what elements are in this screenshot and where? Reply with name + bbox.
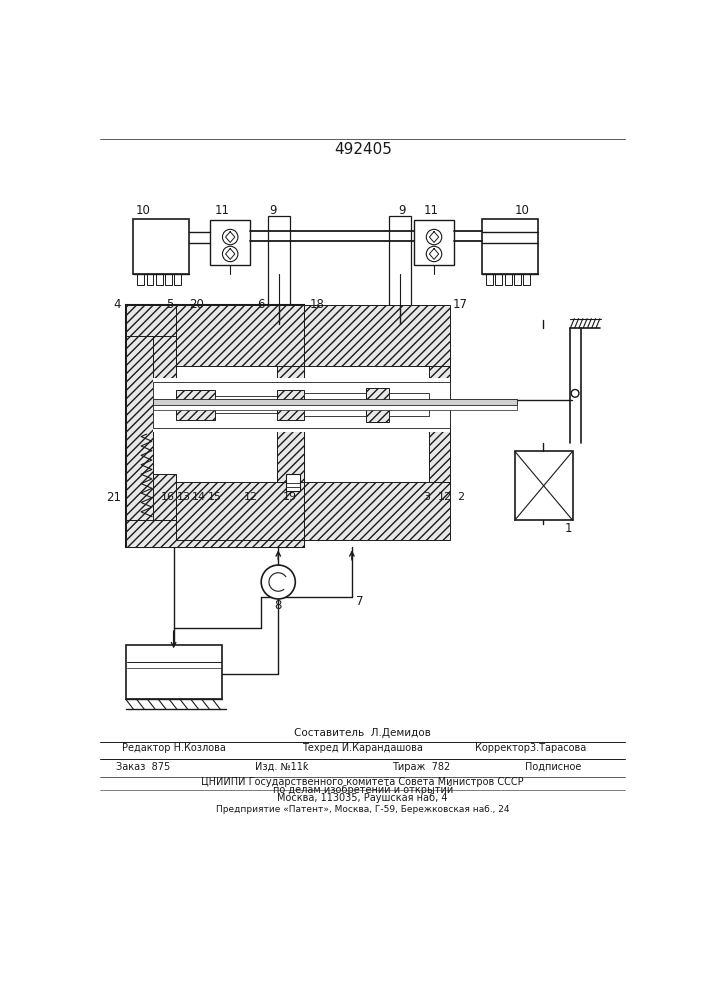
Text: 13: 13 [177, 492, 191, 502]
Text: 7: 7 [356, 595, 363, 608]
Bar [389, 216, 411, 324]
Text: 15: 15 [208, 492, 222, 502]
Bar [153, 399, 517, 405]
Text: 20: 20 [189, 298, 204, 311]
Bar [366, 388, 389, 422]
Bar [304, 393, 366, 416]
Text: Подписное: Подписное [525, 762, 582, 772]
Bar [126, 305, 304, 336]
Bar [268, 216, 290, 324]
Bar [176, 390, 215, 420]
Bar [134, 219, 189, 274]
Text: 9: 9 [399, 204, 406, 217]
Circle shape [571, 389, 579, 397]
Bar [153, 336, 176, 389]
Text: Изд. №11ƙ: Изд. №11ƙ [255, 762, 309, 772]
Bar [429, 366, 450, 482]
Text: Заказ  875: Заказ 875 [115, 762, 170, 772]
Bar [482, 219, 538, 274]
Text: 6: 6 [257, 298, 264, 311]
Bar [153, 382, 450, 428]
Text: 3: 3 [423, 492, 431, 502]
Bar [304, 305, 450, 366]
Text: Техред И.Карандашова: Техред И.Карандашова [303, 743, 423, 753]
Text: 10: 10 [515, 204, 530, 217]
Bar [153, 405, 517, 410]
Bar [215, 396, 276, 413]
Text: 2: 2 [457, 492, 464, 502]
Bar [175, 274, 182, 285]
Bar [126, 520, 304, 547]
Text: Москва, 113035, Раушская наб, 4: Москва, 113035, Раушская наб, 4 [277, 793, 448, 803]
Bar [515, 451, 573, 520]
Text: по делам изобретений и открытий: по делам изобретений и открытий [273, 785, 453, 795]
Bar [286, 474, 300, 491]
Text: 5: 5 [166, 298, 173, 311]
Bar [276, 336, 304, 520]
Bar [486, 274, 493, 285]
Text: 9: 9 [269, 204, 276, 217]
Text: Корректор3.Тарасова: Корректор3.Тарасова [474, 743, 586, 753]
Bar [153, 378, 450, 432]
Text: Тираж  782: Тираж 782 [392, 762, 451, 772]
Bar [126, 336, 153, 520]
Text: 4: 4 [113, 298, 121, 311]
Bar [514, 274, 521, 285]
Text: Редактор Н.Козлова: Редактор Н.Козлова [122, 743, 226, 753]
Circle shape [261, 565, 296, 599]
Bar [126, 305, 304, 547]
Bar [165, 274, 172, 285]
Text: 11: 11 [423, 204, 438, 217]
Bar [304, 482, 450, 540]
Text: 19: 19 [283, 492, 297, 502]
Text: 16: 16 [161, 492, 175, 502]
Bar [176, 305, 304, 366]
Bar [389, 393, 429, 416]
Text: 14: 14 [192, 492, 206, 502]
Text: 18: 18 [310, 298, 325, 311]
Text: 17: 17 [453, 298, 468, 311]
Bar [505, 274, 512, 285]
Text: 1: 1 [565, 522, 573, 535]
Text: Предприятие «Патент», Москва, Г-59, Бережковская наб., 24: Предприятие «Патент», Москва, Г-59, Бере… [216, 805, 510, 814]
Bar [276, 390, 304, 420]
Text: 21: 21 [106, 491, 121, 504]
Bar [523, 274, 530, 285]
Bar [153, 474, 176, 520]
Text: 11: 11 [214, 204, 229, 217]
Bar [156, 274, 163, 285]
Text: Составитель  Л.Демидов: Составитель Л.Демидов [294, 728, 431, 738]
Bar [137, 274, 144, 285]
Bar [495, 274, 502, 285]
Bar [210, 220, 250, 265]
Bar [146, 274, 153, 285]
Text: ЦНИИПИ Государственного комитета Совета Министров СССР: ЦНИИПИ Государственного комитета Совета … [201, 777, 524, 787]
Bar [126, 645, 223, 699]
Text: 8: 8 [274, 599, 282, 612]
Text: 12: 12 [244, 492, 258, 502]
Text: 10: 10 [135, 204, 150, 217]
Bar [176, 482, 304, 540]
Bar [414, 220, 454, 265]
Text: 492405: 492405 [334, 142, 392, 157]
Text: 12: 12 [438, 492, 452, 502]
